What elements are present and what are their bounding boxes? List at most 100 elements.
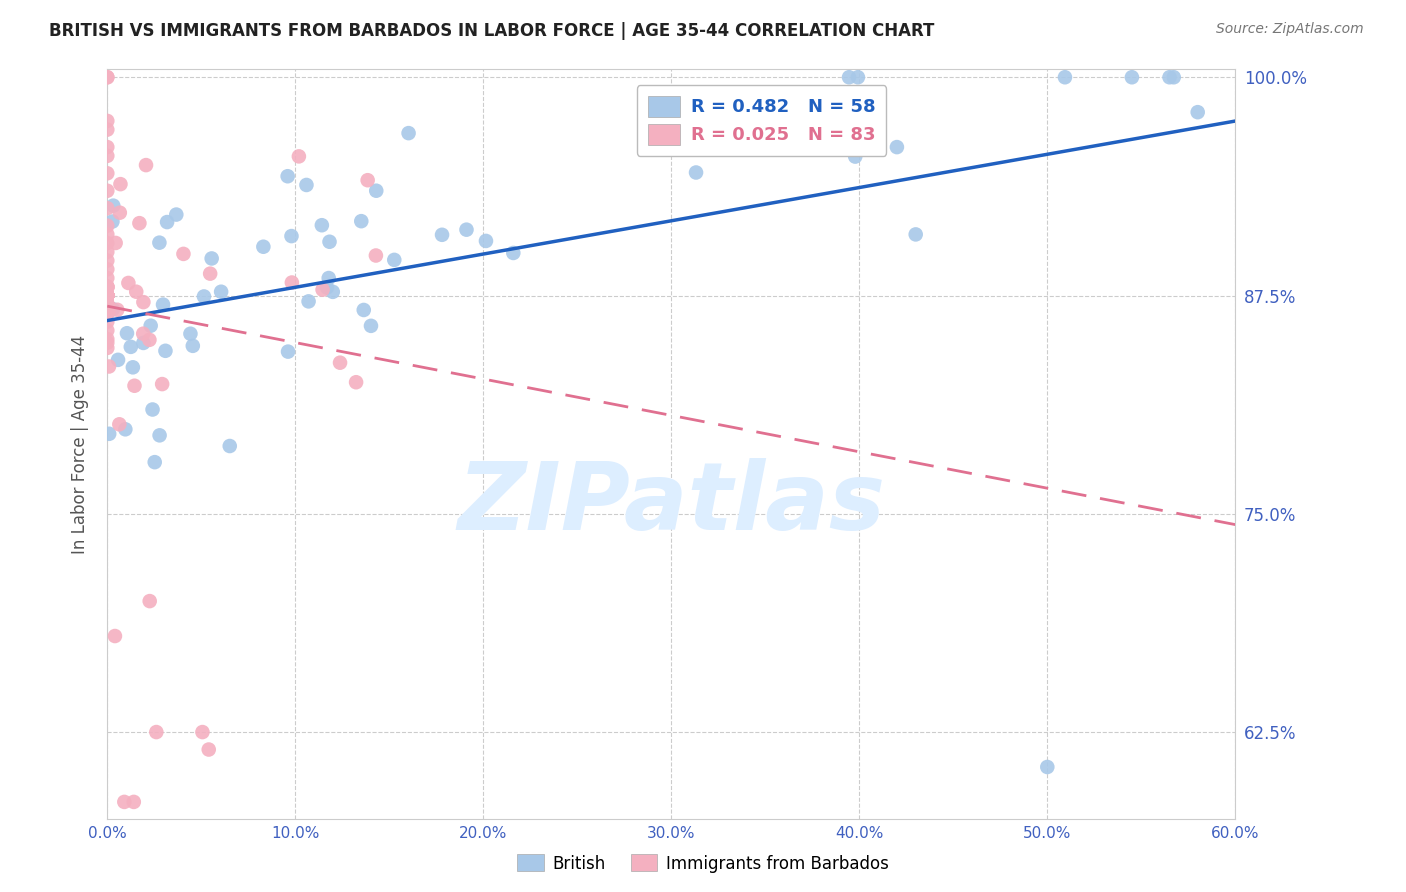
- Point: [96, 70, 118, 85]
- Point: [356, 173, 378, 187]
- Point: [96, 288, 118, 302]
- Point: [96, 166, 118, 180]
- Point: [96, 288, 118, 302]
- Point: [135, 158, 157, 172]
- Point: [844, 150, 866, 164]
- Point: [198, 267, 221, 281]
- Point: [280, 229, 302, 244]
- Point: [96, 315, 118, 329]
- Point: [96, 201, 118, 215]
- Point: [110, 177, 132, 191]
- Point: [96, 297, 118, 311]
- Point: [360, 318, 382, 333]
- Point: [456, 222, 478, 236]
- Point: [96, 288, 118, 302]
- Legend: British, Immigrants from Barbados: British, Immigrants from Barbados: [510, 847, 896, 880]
- Point: [193, 289, 215, 303]
- Point: [96, 149, 118, 163]
- Point: [128, 216, 150, 230]
- Point: [685, 165, 707, 179]
- Point: [181, 339, 204, 353]
- Point: [145, 725, 167, 739]
- Point: [96, 288, 118, 302]
- Point: [316, 280, 339, 294]
- Point: [398, 126, 420, 140]
- Point: [322, 285, 344, 299]
- Point: [121, 360, 143, 375]
- Point: [148, 235, 170, 250]
- Y-axis label: In Labor Force | Age 35-44: In Labor Force | Age 35-44: [72, 334, 89, 554]
- Point: [218, 439, 240, 453]
- Point: [318, 235, 340, 249]
- Point: [353, 303, 375, 318]
- Text: ZIPatlas: ZIPatlas: [457, 458, 886, 550]
- Point: [124, 378, 146, 392]
- Point: [96, 262, 118, 277]
- Point: [96, 297, 118, 311]
- Point: [108, 417, 131, 432]
- Point: [96, 288, 118, 302]
- Point: [96, 288, 118, 302]
- Point: [96, 253, 118, 268]
- Point: [277, 344, 299, 359]
- Point: [143, 455, 166, 469]
- Point: [96, 280, 118, 294]
- Point: [201, 252, 224, 266]
- Point: [149, 428, 172, 442]
- Point: [103, 199, 125, 213]
- Point: [96, 297, 118, 311]
- Point: [132, 326, 155, 341]
- Point: [101, 214, 124, 228]
- Point: [96, 244, 118, 259]
- Point: [132, 335, 155, 350]
- Point: [150, 377, 173, 392]
- Point: [179, 326, 201, 341]
- Point: [96, 288, 118, 302]
- Point: [311, 283, 333, 297]
- Point: [97, 305, 120, 319]
- Point: [96, 335, 118, 350]
- Point: [318, 271, 340, 285]
- Point: [155, 343, 177, 358]
- Point: [96, 236, 118, 251]
- Point: [1053, 70, 1076, 85]
- Point: [98, 426, 121, 441]
- Point: [101, 302, 124, 317]
- Point: [139, 318, 162, 333]
- Point: [97, 280, 120, 294]
- Point: [96, 288, 118, 302]
- Point: [152, 297, 174, 311]
- Point: [120, 340, 142, 354]
- Point: [382, 252, 405, 267]
- Point: [138, 594, 160, 608]
- Point: [96, 70, 118, 85]
- Point: [96, 288, 118, 302]
- Text: Source: ZipAtlas.com: Source: ZipAtlas.com: [1216, 22, 1364, 37]
- Point: [125, 285, 148, 299]
- Point: [96, 114, 118, 128]
- Point: [132, 295, 155, 310]
- Point: [114, 422, 136, 436]
- Point: [104, 235, 127, 250]
- Point: [502, 246, 524, 260]
- Point: [281, 276, 304, 290]
- Point: [886, 140, 908, 154]
- Point: [104, 629, 127, 643]
- Text: BRITISH VS IMMIGRANTS FROM BARBADOS IN LABOR FORCE | AGE 35-44 CORRELATION CHART: BRITISH VS IMMIGRANTS FROM BARBADOS IN L…: [49, 22, 935, 40]
- Point: [364, 248, 387, 262]
- Point: [96, 184, 118, 198]
- Point: [96, 288, 118, 302]
- Point: [98, 359, 121, 374]
- Point: [96, 297, 118, 311]
- Point: [1163, 70, 1185, 85]
- Point: [846, 70, 869, 85]
- Point: [1036, 760, 1059, 774]
- Point: [96, 323, 118, 337]
- Point: [430, 227, 453, 242]
- Point: [96, 288, 118, 302]
- Point: [112, 795, 135, 809]
- Point: [115, 326, 138, 341]
- Point: [297, 294, 319, 309]
- Point: [96, 288, 118, 302]
- Point: [96, 297, 118, 311]
